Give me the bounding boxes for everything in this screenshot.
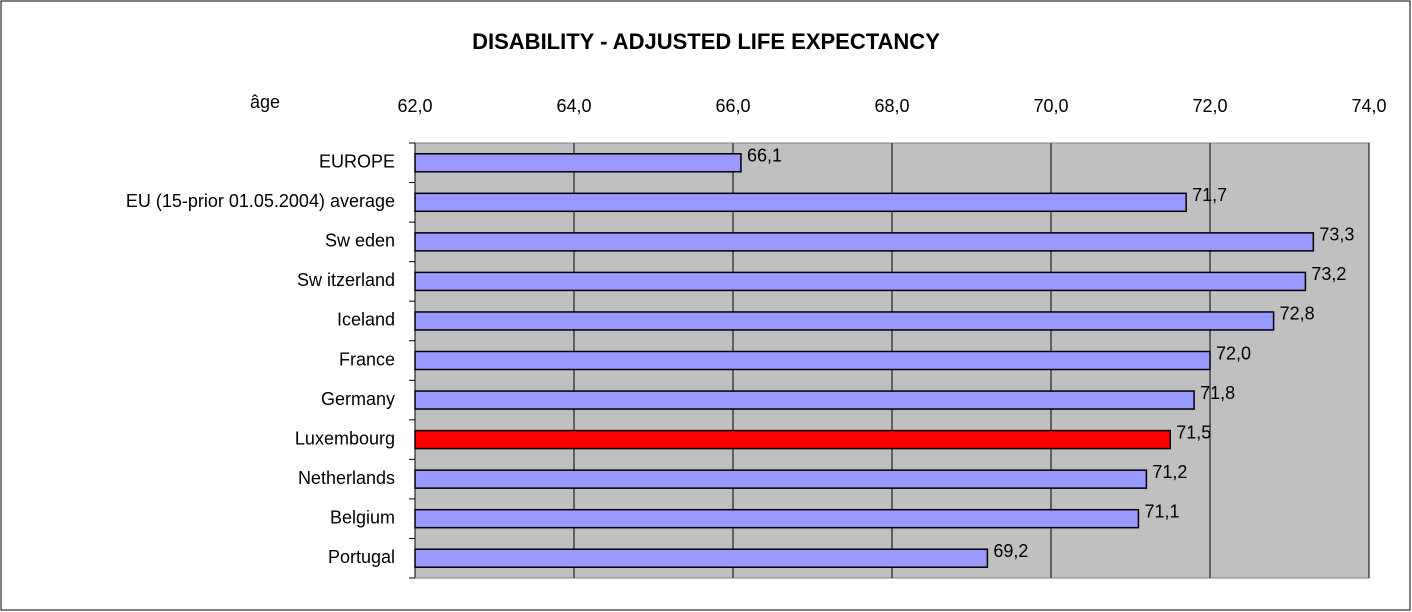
data-label: 71,2 — [1152, 462, 1187, 482]
data-label: 71,8 — [1200, 383, 1235, 403]
data-label: 73,2 — [1311, 264, 1346, 284]
x-tick-label: 70,0 — [1033, 96, 1068, 116]
x-tick-label: 68,0 — [874, 96, 909, 116]
y-tick-label: Portugal — [328, 547, 395, 567]
bar — [414, 153, 742, 173]
x-tick-label: 74,0 — [1351, 96, 1386, 116]
axis-label: âge — [250, 92, 280, 112]
x-tick-label: 72,0 — [1192, 96, 1227, 116]
bar — [414, 192, 1187, 213]
data-label: 72,8 — [1280, 304, 1315, 324]
bar — [414, 508, 1140, 529]
bar — [414, 429, 1171, 450]
bar — [414, 548, 989, 568]
bar — [414, 390, 1195, 410]
bar — [414, 311, 1275, 331]
data-label: 66,1 — [747, 146, 782, 166]
y-tick-label: France — [339, 349, 395, 369]
x-tick-label: 62,0 — [397, 96, 432, 116]
data-label: 71,7 — [1192, 185, 1227, 205]
data-label: 69,2 — [993, 541, 1028, 561]
x-tick-label: 64,0 — [556, 96, 591, 116]
y-tick-label: Iceland — [337, 310, 395, 330]
bar — [414, 350, 1211, 371]
y-tick-label: EU (15-prior 01.05.2004) average — [126, 191, 395, 211]
y-tick-label: EUROPE — [319, 152, 395, 172]
data-label: 71,5 — [1176, 422, 1211, 442]
data-label: 73,3 — [1319, 225, 1354, 245]
bar — [414, 271, 1307, 292]
x-tick-label: 66,0 — [715, 96, 750, 116]
data-label: 72,0 — [1216, 343, 1251, 363]
bar — [414, 232, 1315, 252]
y-tick-label: Luxembourg — [295, 428, 395, 448]
y-tick-label: Belgium — [330, 507, 395, 527]
chart-title: DISABILITY - ADJUSTED LIFE EXPECTANCY — [472, 29, 940, 54]
y-tick-label: Sw itzerland — [297, 270, 395, 290]
bar — [414, 469, 1148, 489]
y-tick-label: Sw eden — [325, 231, 395, 251]
data-label: 71,1 — [1144, 501, 1179, 521]
y-tick-label: Germany — [321, 389, 395, 409]
y-tick-label: Netherlands — [298, 468, 395, 488]
